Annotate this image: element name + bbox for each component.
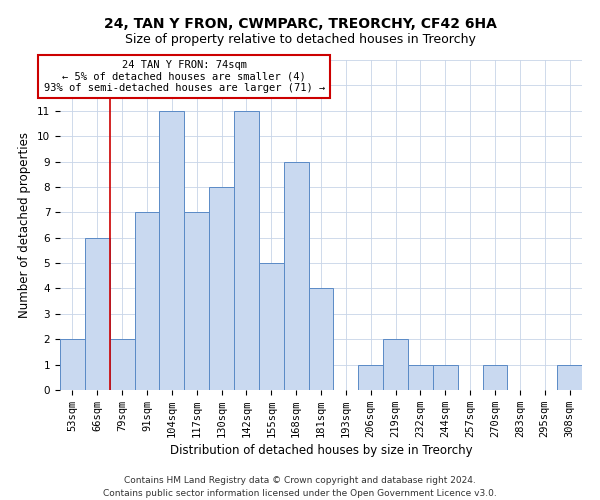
Text: 24, TAN Y FRON, CWMPARC, TREORCHY, CF42 6HA: 24, TAN Y FRON, CWMPARC, TREORCHY, CF42 … (104, 18, 496, 32)
Text: Size of property relative to detached houses in Treorchy: Size of property relative to detached ho… (125, 32, 475, 46)
Bar (209, 187, 234, 390)
Bar (284, 162, 308, 390)
Bar (134, 212, 160, 390)
Bar (234, 111, 259, 390)
Bar (482, 364, 508, 390)
Bar (433, 364, 458, 390)
Text: Contains HM Land Registry data © Crown copyright and database right 2024.
Contai: Contains HM Land Registry data © Crown c… (103, 476, 497, 498)
Bar (383, 339, 408, 390)
Bar (184, 212, 209, 390)
Bar (557, 364, 582, 390)
Bar (259, 263, 284, 390)
Bar (358, 364, 383, 390)
Text: 24 TAN Y FRON: 74sqm
← 5% of detached houses are smaller (4)
93% of semi-detache: 24 TAN Y FRON: 74sqm ← 5% of detached ho… (44, 60, 325, 93)
Bar (160, 111, 184, 390)
X-axis label: Distribution of detached houses by size in Treorchy: Distribution of detached houses by size … (170, 444, 472, 457)
Y-axis label: Number of detached properties: Number of detached properties (19, 132, 31, 318)
Bar (60, 339, 85, 390)
Bar (408, 364, 433, 390)
Bar (110, 339, 134, 390)
Bar (85, 238, 110, 390)
Bar (308, 288, 334, 390)
